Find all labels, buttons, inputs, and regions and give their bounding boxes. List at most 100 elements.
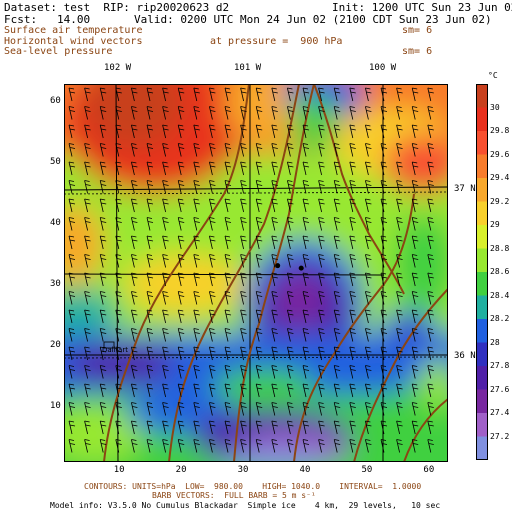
wind-barb: [193, 143, 200, 157]
wind-barb: [68, 106, 76, 120]
wind-barb: [365, 180, 372, 194]
wind-barb: [177, 180, 185, 194]
data-point: [275, 263, 281, 269]
station-label: Dalhart: [102, 346, 128, 354]
wind-barb: [255, 383, 263, 398]
wind-barb: [68, 235, 76, 250]
wind-barb: [333, 198, 341, 213]
wind-barb: [411, 124, 419, 139]
wind-barb: [146, 217, 154, 231]
wind-barb: [162, 439, 169, 453]
colorbar-label: 29: [490, 220, 500, 229]
wind-barb: [287, 309, 294, 324]
wind-barb: [333, 106, 341, 120]
wind-barb: [255, 161, 263, 176]
wind-barb: [84, 217, 91, 231]
init-time: Init: 1200 UTC Sun 23 Jun 02: [332, 1, 512, 14]
wind-barb: [318, 235, 325, 250]
wind-barb: [84, 180, 91, 194]
wind-barb: [427, 383, 434, 398]
wind-barb: [255, 272, 263, 287]
wind-barb: [115, 235, 122, 250]
wind-barb: [427, 198, 434, 213]
wind-barb: [177, 143, 185, 157]
wind-barb: [255, 87, 263, 102]
field-surface-temperature: Surface air temperature: [4, 25, 143, 36]
colorbar-swatch: [476, 342, 488, 367]
wind-barb: [146, 87, 154, 102]
wind-barb: [99, 328, 107, 342]
temperature-map: Dalhart: [64, 84, 448, 462]
wind-barb: [333, 402, 341, 416]
wind-barb: [287, 291, 294, 305]
wind-barb: [177, 87, 185, 102]
wind-barb: [427, 309, 434, 324]
wind-barb: [411, 383, 419, 398]
colorbar: [476, 84, 488, 460]
wind-barb: [427, 365, 434, 379]
wind-barb: [380, 328, 388, 342]
wind-barb: [193, 272, 200, 287]
wind-barb: [84, 365, 91, 379]
wind-barb: [411, 198, 419, 213]
wind-barb: [177, 272, 185, 287]
wind-barb: [99, 291, 107, 305]
wind-barb: [333, 365, 341, 379]
wind-barb: [131, 235, 138, 250]
wind-barb: [365, 420, 372, 435]
wind-barb: [349, 383, 356, 398]
contour-info: CONTOURS: UNITS=hPa LOW= 980.00 HIGH= 10…: [84, 482, 422, 491]
wind-barb: [287, 383, 294, 398]
wind-barb: [146, 143, 154, 157]
wind-barb: [333, 254, 341, 268]
wind-barb: [193, 420, 200, 435]
wind-barb: [302, 272, 310, 287]
wind-barb: [115, 198, 122, 213]
wind-barb: [146, 161, 154, 176]
wind-barb: [349, 328, 356, 342]
wind-barb: [333, 180, 341, 194]
valid-time: Valid: 0200 UTC Mon 24 Jun 02 (2100 CDT …: [134, 13, 492, 26]
wind-barb: [318, 87, 325, 102]
x-tick-label: 10: [113, 465, 125, 475]
colorbar-swatch: [476, 131, 488, 155]
wind-barb: [224, 254, 232, 268]
wind-barb: [287, 180, 294, 194]
wind-barb: [209, 309, 216, 324]
wind-barb: [115, 180, 122, 194]
field-wind-pressure-level: at pressure = 900 hPa: [210, 36, 343, 47]
field-sea-level-pressure: Sea-level pressure: [4, 46, 113, 57]
wind-barb: [380, 420, 388, 435]
wind-barb: [427, 254, 434, 268]
wind-barb: [162, 161, 169, 176]
wind-barb: [396, 161, 403, 176]
wind-barb: [177, 420, 185, 435]
wind-barb: [99, 383, 107, 398]
wind-barb: [240, 87, 247, 102]
wind-barb: [271, 402, 278, 416]
wind-barb: [177, 291, 185, 305]
wind-barb: [302, 420, 310, 435]
wind-barb: [115, 328, 122, 342]
wind-barb: [396, 420, 403, 435]
wind-barb: [380, 439, 388, 453]
wind-barb: [396, 235, 403, 250]
dataset-label: Dataset: test RIP: rip20020623 d2: [4, 1, 230, 14]
x-tick-label: 50: [361, 465, 373, 475]
wind-barb: [224, 383, 232, 398]
wind-barb: [380, 365, 388, 379]
colorbar-swatch: [476, 389, 488, 414]
wind-barb: [255, 235, 263, 250]
wind-barb: [287, 272, 294, 287]
wind-barb: [302, 309, 310, 324]
wind-barb: [255, 420, 263, 435]
wind-barb: [318, 272, 325, 287]
lat-label-37n: 37 N: [454, 184, 476, 194]
wind-barb: [302, 143, 310, 157]
wind-barb: [68, 328, 76, 342]
wind-barb: [193, 180, 200, 194]
wind-barb: [224, 143, 232, 157]
wind-barb: [271, 291, 278, 305]
wind-barb: [177, 106, 185, 120]
wind-barb: [318, 291, 325, 305]
